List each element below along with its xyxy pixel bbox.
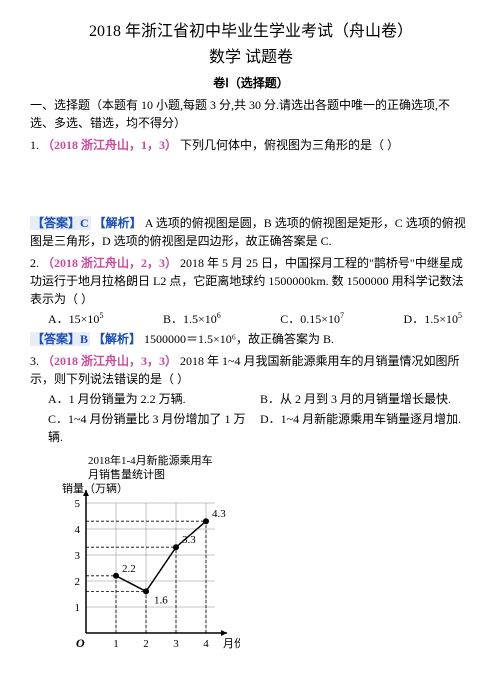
svg-text:4.3: 4.3 (212, 508, 226, 520)
q1-source: （2018 浙江舟山，1，3） (42, 138, 177, 152)
q1-answer-label: 【答案】C (30, 216, 91, 230)
q2-answer-label: 【答案】B (30, 332, 90, 346)
svg-text:销量（万辆）: 销量（万辆） (62, 483, 128, 495)
svg-text:3: 3 (75, 550, 81, 562)
svg-text:1: 1 (75, 602, 81, 614)
q2-analysis-label: 【解析】 (93, 332, 141, 346)
svg-text:1.6: 1.6 (154, 594, 168, 606)
section-instruction: 一、选择题（本题有 10 小题,每题 3 分,共 30 分.请选出各题中唯一的正… (30, 96, 472, 132)
q3-source: （2018 浙江舟山，3，3） (42, 354, 177, 368)
exam-title: 2018 年浙江省初中毕业生学业考试（舟山卷） (30, 20, 472, 44)
svg-text:5: 5 (75, 498, 81, 510)
q2-source: （2018 浙江舟山，2，3） (42, 256, 177, 270)
svg-text:3: 3 (173, 638, 179, 650)
chart-container: 2018年1-4月新能源乘用车 月销售量统计图 1 2 3 4 5 1 2 3 4 O 月份 销量（万… (60, 454, 472, 653)
q3-opt-a: A．1 月份销量为 2.2 万辆. (48, 390, 260, 408)
q2-answer-block: 【答案】B 【解析】 1500000＝1.5×10⁶，故正确答案为 B. (30, 330, 472, 348)
q2-opt-c: C．0.15×107 (280, 310, 344, 328)
q3-options-row1: A．1 月份销量为 2.2 万辆. B．从 2 月到 3 月的月销量增长最快. (48, 390, 472, 408)
q2-analysis-text: 1500000＝1.5×10⁶，故正确答案为 B. (144, 332, 334, 346)
question-3: 3. （2018 浙江舟山，3，3） 2018 年 1~4 月我国新能源乘用车的… (30, 352, 472, 388)
q1-text: 下列几何体中，俯视图为三角形的是（ ） (180, 138, 399, 152)
svg-text:4: 4 (75, 524, 81, 536)
q2-opt-a: A．15×105 (48, 310, 103, 328)
svg-text:3.3: 3.3 (182, 534, 196, 546)
svg-text:2: 2 (143, 638, 149, 650)
q3-opt-d: D．1~4 月新能源乘用车销量逐月增加. (260, 410, 472, 446)
chart-title: 2018年1-4月新能源乘用车 月销售量统计图 (88, 454, 472, 483)
q2-options: A．15×105 B．1.5×106 C．0.15×107 D．1.5×105 (48, 310, 472, 328)
svg-text:4: 4 (203, 638, 209, 650)
q2-opt-b: B．1.5×106 (163, 310, 221, 328)
svg-text:月份: 月份 (223, 637, 240, 650)
exam-subtitle: 数学 试题卷 (30, 46, 472, 70)
section-label: 卷Ⅰ（选择题） (30, 74, 472, 92)
q3-options-row2: C．1~4 月份销量比 3 月份增加了 1 万辆. D．1~4 月新能源乘用车销… (48, 410, 472, 446)
q3-opt-c: C．1~4 月份销量比 3 月份增加了 1 万辆. (48, 410, 260, 446)
q3-opt-b: B．从 2 月到 3 月的月销量增长最快. (260, 390, 472, 408)
q1-analysis-label: 【解析】 (94, 216, 142, 230)
q2-num: 2. (30, 256, 39, 270)
q1-num: 1. (30, 138, 39, 152)
svg-text:2: 2 (75, 576, 81, 588)
q3-num: 3. (30, 354, 39, 368)
question-2: 2. （2018 浙江舟山，2，3） 2018 年 5 月 25 日，中国探月工… (30, 254, 472, 308)
q1-answer-block: 【答案】C 【解析】 A 选项的俯视图是圆，B 选项的俯视图是矩形，C 选项的俯… (30, 214, 472, 250)
question-1: 1. （2018 浙江舟山，1，3） 下列几何体中，俯视图为三角形的是（ ） (30, 136, 472, 154)
svg-text:2.2: 2.2 (122, 562, 136, 574)
q2-opt-d: D．1.5×105 (404, 310, 462, 328)
svg-text:O: O (76, 636, 85, 650)
svg-text:1: 1 (113, 638, 119, 650)
line-chart: 1 2 3 4 5 1 2 3 4 O 月份 销量（万辆） 2.2 1.6 3.3 4.3 (60, 483, 240, 653)
